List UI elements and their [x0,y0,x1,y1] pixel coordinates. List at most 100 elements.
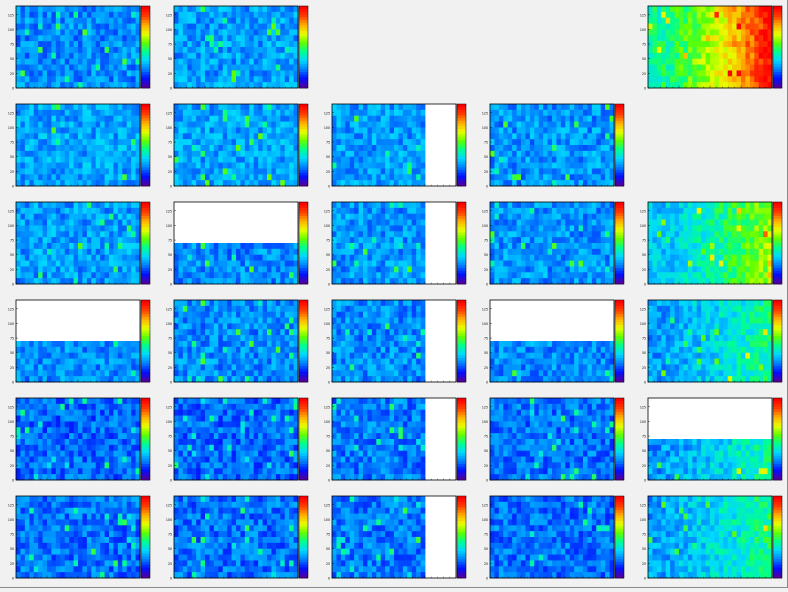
heatmap-cell [82,82,87,88]
colorbar-step [299,248,308,251]
heatmap-cell [105,29,110,35]
heatmap-cell [289,278,294,284]
heatmap-cell [245,139,250,145]
heatmap-cell [652,231,657,237]
colorbar-step [141,50,150,53]
heatmap-cell [407,261,412,267]
heatmap-cell [227,82,232,88]
heatmap-cell [587,151,592,157]
heatmap-cell [223,47,228,53]
heatmap-cell [675,53,680,59]
heatmap-cell [525,145,530,151]
heatmap-cell [683,255,688,261]
heatmap-cell [508,214,513,220]
colorbar-step [141,259,150,262]
heatmap-cell [706,214,711,220]
heatmap-cell [29,53,34,59]
heatmap-cell [561,220,566,226]
heatmap-cell [131,243,136,249]
heatmap-cell [719,41,724,47]
heatmap-cell [245,122,250,128]
heatmap-cell [398,157,403,163]
heatmap-cell [249,249,254,255]
heatmap-cell [65,231,70,237]
heatmap-cell [534,139,539,145]
heatmap-cell [240,255,245,261]
heatmap-cell [223,145,228,151]
heatmap-cell [503,145,508,151]
heatmap-cell [490,180,495,186]
colorbar-step [773,14,782,17]
colorbar-step [141,14,150,17]
heatmap-cell [16,272,21,278]
heatmap-cell [289,12,294,18]
colorbar-step [299,137,308,140]
heatmap-cell [670,18,675,24]
heatmap-cell [543,163,548,169]
heatmap-cell [280,59,285,65]
heatmap-cell [490,202,495,208]
heatmap-cell [289,243,294,249]
heatmap-cell [367,122,372,128]
heatmap-cell [534,180,539,186]
heatmap-cell [670,70,675,76]
heatmap-cell [127,59,132,65]
heatmap-cell [236,104,241,110]
heatmap-cell [240,122,245,128]
heatmap-cell [240,70,245,76]
heatmap-cell [719,47,724,53]
heatmap-cell [403,174,408,180]
colorbar-step [141,39,150,42]
heatmap-cell [271,47,276,53]
heatmap-cell [543,255,548,261]
heatmap-cell [254,133,259,139]
heatmap-cell [78,243,83,249]
heatmap-cell [565,278,570,284]
heatmap-cell [100,243,105,249]
heatmap-cell [223,122,228,128]
heatmap-cell [240,29,245,35]
heatmap-cell [38,225,43,231]
heatmap-cell [759,70,764,76]
heatmap-cell [394,122,399,128]
heatmap-cell [372,255,377,261]
heatmap-cell [34,12,39,18]
heatmap-cell [596,157,601,163]
heatmap-cell [332,225,337,231]
heatmap-cell [499,261,504,267]
heatmap-cell [205,278,210,284]
heatmap-cell [218,151,223,157]
heatmap-cell [381,174,386,180]
heatmap-cell [109,278,114,284]
heatmap-cell [74,65,79,71]
heatmap-cell [25,104,30,110]
heatmap-cell [354,110,359,116]
heatmap-cell [271,139,276,145]
heatmap-cell [763,6,768,12]
heatmap-cell [236,278,241,284]
heatmap-cell [209,18,214,24]
heatmap-cell [96,231,101,237]
heatmap-cell [657,225,662,231]
heatmap-cell [728,237,733,243]
heatmap-cell [579,145,584,151]
heatmap-cell [236,35,241,41]
heatmap-cell [113,110,118,116]
heatmap-cell [245,59,250,65]
heatmap-cell [223,53,228,59]
heatmap-cell [561,157,566,163]
heatmap-cell [236,59,241,65]
heatmap-cell [556,208,561,214]
heatmap-cell [412,255,417,261]
heatmap-cell [131,237,136,243]
colorbar-step [457,276,466,279]
heatmap-cell [174,180,179,186]
colorbar-step [299,170,308,173]
heatmap-cell [240,174,245,180]
heatmap-cell [675,225,680,231]
heatmap-cell [271,261,276,267]
heatmap-cell [570,139,575,145]
heatmap-cell [652,70,657,76]
colorbar-step [141,9,150,12]
heatmap-cell [258,76,263,82]
